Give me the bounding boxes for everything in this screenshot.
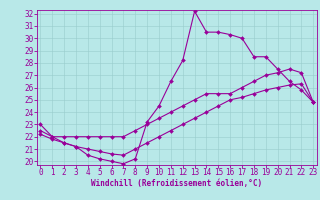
X-axis label: Windchill (Refroidissement éolien,°C): Windchill (Refroidissement éolien,°C) bbox=[91, 179, 262, 188]
